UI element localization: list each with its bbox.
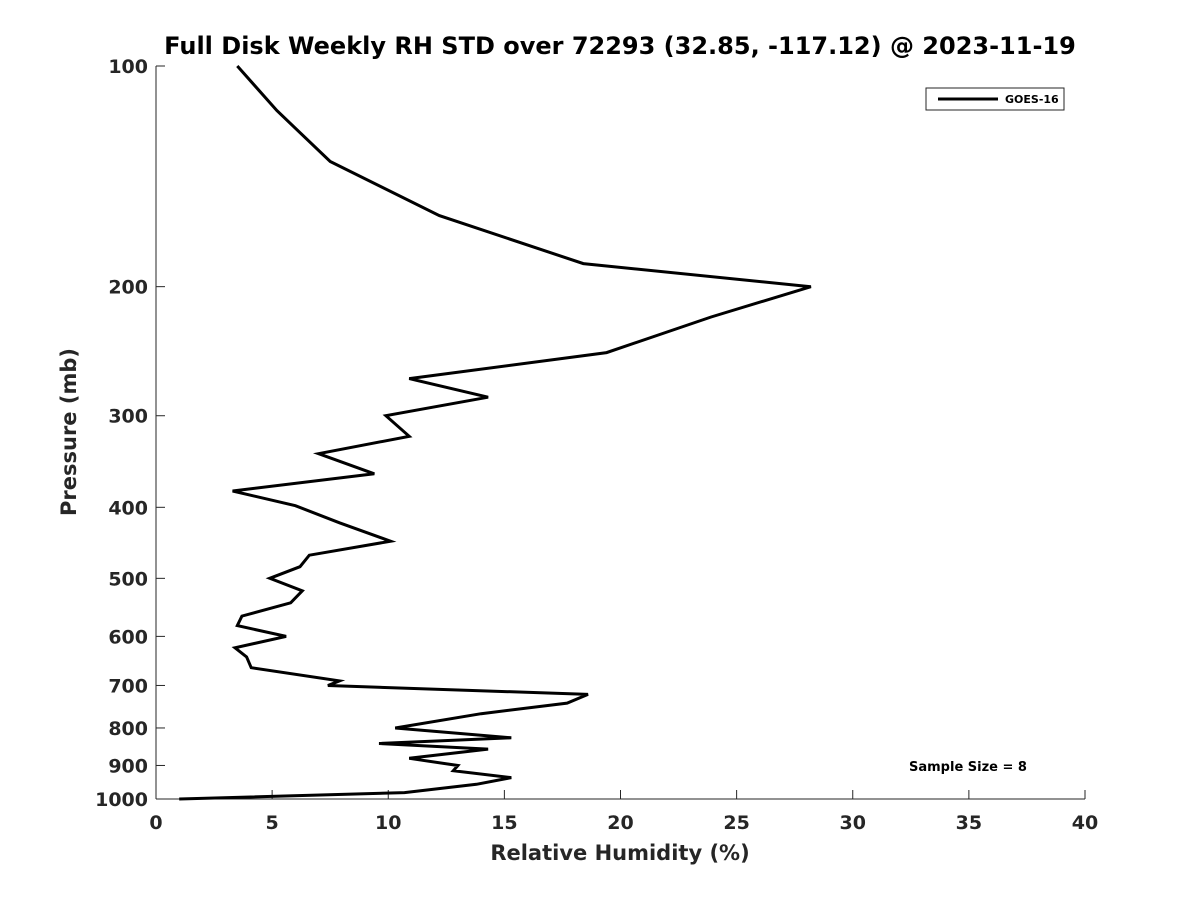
x-tick-label: 20 [607,812,633,834]
sample-size-annotation: Sample Size = 8 [909,760,1027,775]
x-tick-label: 5 [266,812,279,834]
series-line-goes-16 [179,65,812,801]
x-tick-label: 10 [375,812,401,834]
x-tick-label: 30 [840,812,866,834]
x-tick-label: 15 [491,812,517,834]
y-tick-label: 700 [108,675,148,697]
x-axis-label: Relative Humidity (%) [490,841,749,865]
x-tick-label: 0 [149,812,162,834]
y-tick-label: 200 [108,277,148,299]
y-tick-label: 500 [108,568,148,590]
y-axis-label: Pressure (mb) [57,348,81,516]
y-tick-label: 900 [108,755,148,777]
y-tick-label: 400 [108,497,148,519]
y-tick-label: 1000 [95,789,148,811]
y-tick-label: 300 [108,406,148,428]
x-tick-label: 35 [956,812,982,834]
y-tick-label: 600 [108,626,148,648]
chart-title: Full Disk Weekly RH STD over 72293 (32.8… [164,32,1076,60]
legend: GOES-16 [925,87,1065,111]
legend-label-goes16: GOES-16 [1005,93,1059,106]
plot-area [179,65,812,801]
axes: 0 5 10 15 20 25 30 35 40 100 200 300 400 500 600 700 800… [95,56,1098,834]
x-tick-label: 25 [723,812,749,834]
y-tick-label: 800 [108,718,148,740]
y-tick-label: 100 [108,56,148,78]
x-tick-label: 40 [1072,812,1098,834]
